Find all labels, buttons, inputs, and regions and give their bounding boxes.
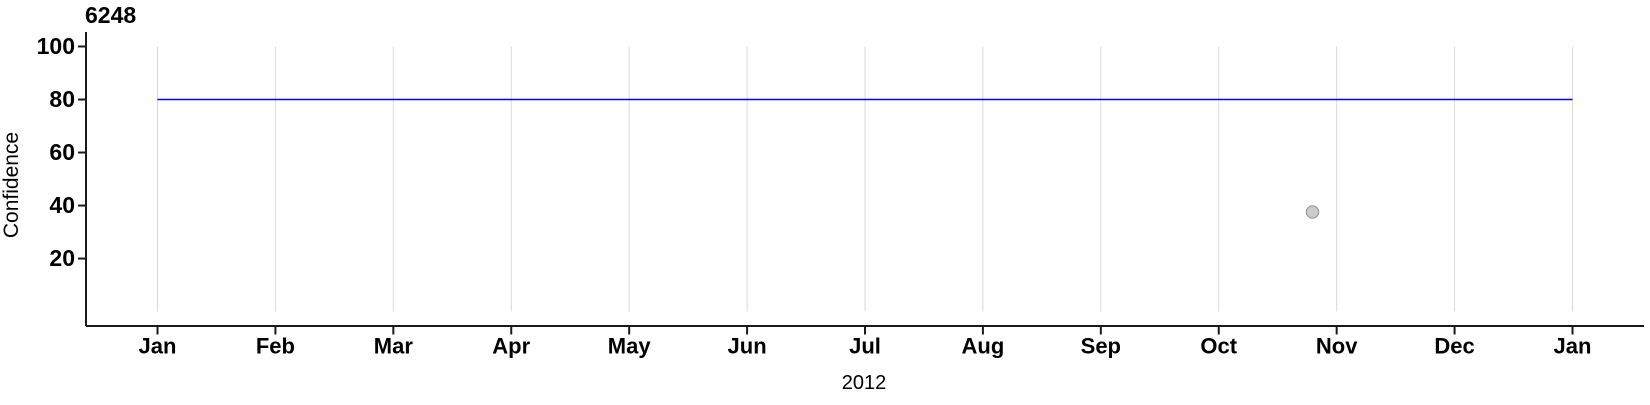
svg-text:Jan: Jan bbox=[1554, 334, 1592, 359]
svg-text:May: May bbox=[608, 334, 652, 359]
svg-text:Dec: Dec bbox=[1434, 334, 1474, 359]
svg-text:80: 80 bbox=[49, 86, 75, 112]
svg-text:Apr: Apr bbox=[492, 334, 530, 359]
svg-text:Oct: Oct bbox=[1200, 334, 1237, 359]
svg-text:Jan: Jan bbox=[139, 334, 177, 359]
svg-text:2012: 2012 bbox=[842, 372, 887, 394]
svg-text:Aug: Aug bbox=[962, 334, 1005, 359]
svg-text:60: 60 bbox=[49, 139, 75, 165]
svg-text:6248: 6248 bbox=[85, 2, 136, 28]
svg-text:Feb: Feb bbox=[256, 334, 295, 359]
svg-text:40: 40 bbox=[49, 192, 75, 218]
svg-text:Mar: Mar bbox=[374, 334, 414, 359]
svg-text:Confidence: Confidence bbox=[0, 132, 23, 238]
svg-text:Nov: Nov bbox=[1316, 334, 1358, 359]
svg-text:100: 100 bbox=[37, 33, 75, 59]
svg-text:Jun: Jun bbox=[728, 334, 767, 359]
svg-text:Jul: Jul bbox=[849, 334, 881, 359]
svg-text:20: 20 bbox=[49, 245, 75, 271]
svg-text:Sep: Sep bbox=[1081, 334, 1121, 359]
